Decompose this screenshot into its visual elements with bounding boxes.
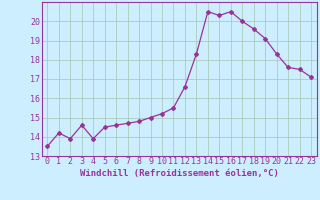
X-axis label: Windchill (Refroidissement éolien,°C): Windchill (Refroidissement éolien,°C) xyxy=(80,169,279,178)
